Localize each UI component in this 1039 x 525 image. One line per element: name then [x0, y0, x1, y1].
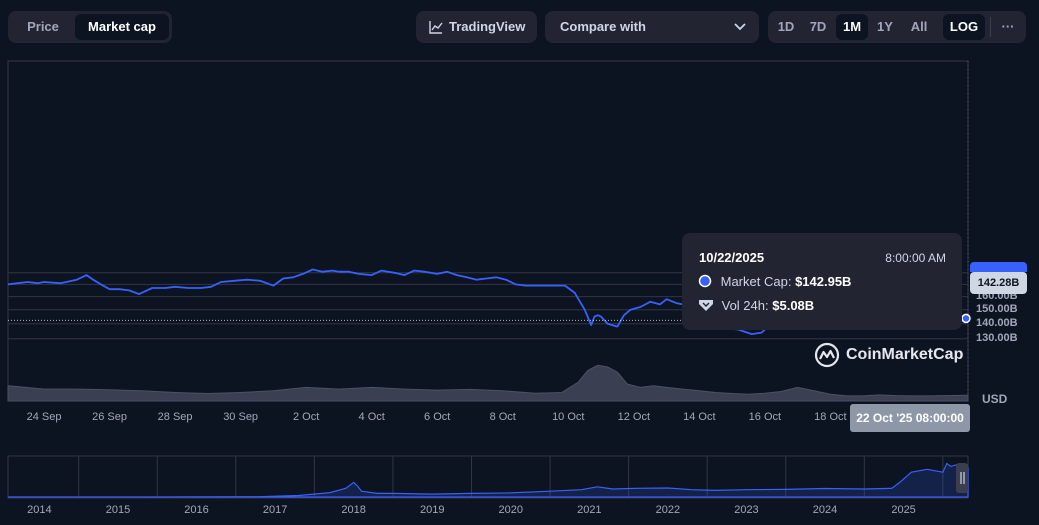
- tooltip-volume-row: Vol 24h: $5.08B: [698, 298, 814, 313]
- compare-with-select[interactable]: Compare with: [545, 11, 759, 43]
- tooltip-vol-value: $5.08B: [772, 298, 815, 313]
- x-tick-label: 18 Oct: [814, 411, 847, 423]
- tooltip-market-cap-value: $142.95B: [795, 274, 852, 289]
- y-tick-label: 140.00B: [976, 316, 1018, 329]
- tooltip-market-cap-label: Market Cap:: [720, 274, 792, 289]
- navigator-chart[interactable]: [0, 455, 1039, 525]
- tradingview-button[interactable]: TradingView: [416, 11, 537, 43]
- navigator-year-label: 2019: [419, 504, 445, 516]
- range-all[interactable]: All: [910, 19, 928, 34]
- range-1y[interactable]: 1Y: [877, 19, 893, 34]
- tooltip-vol-label: Vol 24h:: [721, 298, 769, 313]
- volume-area: [7, 364, 969, 402]
- x-tick-label: 8 Oct: [489, 411, 516, 423]
- watermark-text: CoinMarketCap: [846, 346, 964, 363]
- navigator-year-label: 2016: [184, 504, 209, 516]
- x-tick-label: 14 Oct: [683, 411, 716, 423]
- view-toggle: Price Market cap: [8, 11, 172, 43]
- navigator-year-label: 2020: [498, 504, 524, 516]
- volume-shield-icon: [699, 300, 713, 311]
- toolbar-divider: [990, 17, 991, 37]
- navigator-handle[interactable]: [956, 463, 968, 493]
- x-tick-label: 28 Sep: [157, 411, 193, 423]
- chevron-down-icon: [734, 23, 746, 31]
- market-cap-chart[interactable]: [0, 0, 1039, 440]
- tradingview-label: TradingView: [449, 19, 526, 34]
- tab-price[interactable]: Price: [27, 19, 59, 34]
- x-tick-label: 2 Oct: [293, 411, 320, 423]
- trading-chart-icon: [429, 21, 443, 34]
- chart-tooltip: 10/22/2025 8:00:00 AM Market Cap: $142.9…: [682, 233, 962, 330]
- compare-with-label: Compare with: [560, 19, 646, 34]
- x-tick-label: 6 Oct: [424, 411, 451, 423]
- tooltip-time: 8:00:00 AM: [885, 251, 946, 265]
- navigator-year-label: 2018: [341, 504, 366, 516]
- range-1m[interactable]: 1M: [836, 14, 868, 40]
- tab-market-cap[interactable]: Market cap: [75, 14, 169, 40]
- crosshair-point: [961, 313, 971, 324]
- series-dot-icon: [698, 274, 712, 288]
- current-value-text: 142.28B: [977, 277, 1020, 289]
- current-value-accent: [970, 262, 1027, 272]
- range-1d[interactable]: 1D: [777, 19, 795, 34]
- x-tick-label: 16 Oct: [748, 411, 782, 423]
- x-tick-label: 26 Sep: [92, 411, 127, 423]
- y-unit-label: USD: [982, 392, 1008, 406]
- navigator-year-label: 2023: [734, 504, 759, 516]
- tooltip-market-cap-row: Market Cap: $142.95B: [698, 274, 851, 289]
- coinmarketcap-logo-icon: [814, 342, 840, 368]
- log-scale-toggle[interactable]: LOG: [943, 14, 985, 40]
- tooltip-date: 10/22/2025: [699, 250, 765, 265]
- coinmarketcap-watermark: CoinMarketCap: [814, 341, 963, 369]
- x-tick-label: 30 Sep: [223, 411, 259, 423]
- navigator-area: [8, 462, 969, 498]
- navigator-year-label: 2025: [891, 504, 916, 516]
- x-tick-label: 12 Oct: [617, 411, 650, 423]
- crosshair-date-label: 22 Oct '25 08:00:00: [850, 404, 970, 432]
- more-options-button[interactable]: ···: [1001, 19, 1015, 34]
- navigator-year-label: 2022: [655, 504, 681, 516]
- navigator-year-label: 2017: [262, 504, 288, 516]
- y-tick-label: 130.00B: [976, 331, 1018, 344]
- navigator-year-label: 2024: [812, 504, 838, 516]
- navigator-year-label: 2021: [577, 504, 602, 516]
- y-tick-label: 150.00B: [976, 302, 1018, 315]
- x-tick-label: 4 Oct: [358, 411, 385, 423]
- current-value-label: 142.28B: [970, 262, 1027, 294]
- navigator-year-label: 2015: [105, 504, 131, 516]
- range-7d[interactable]: 7D: [809, 19, 827, 34]
- navigator-year-label: 2014: [27, 504, 52, 516]
- x-tick-label: 10 Oct: [552, 411, 585, 423]
- x-tick-label: 24 Sep: [26, 411, 62, 423]
- time-range-group: 1D 7D 1M 1Y All LOG ···: [768, 11, 1026, 43]
